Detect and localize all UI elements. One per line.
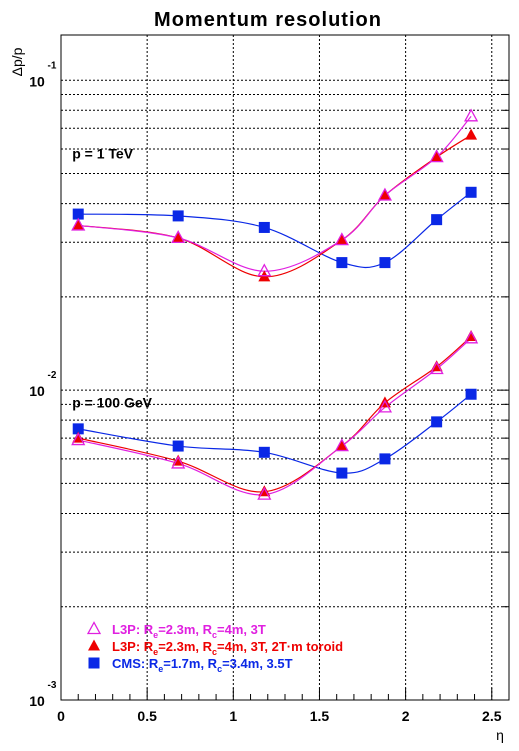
legend-text: =4m, 3T — [217, 622, 266, 637]
y-tick-label-exponent: -2 — [48, 370, 57, 381]
legend-text: L3P: R — [112, 622, 154, 637]
y-tick-label-base: 10 — [29, 73, 45, 89]
data-point — [334, 438, 349, 452]
data-point — [71, 217, 86, 231]
legend-label: CMS: Re=1.7m, Rc=3.4m, 3.5T — [112, 656, 293, 674]
data-point — [172, 231, 185, 243]
annotation-label: p = 100 GeV — [72, 394, 152, 410]
data-point — [72, 423, 84, 435]
series-curve — [78, 134, 472, 278]
legend-marker — [86, 621, 102, 635]
x-tick-label: 1 — [229, 708, 237, 724]
data-point — [377, 399, 393, 413]
data-point — [463, 330, 479, 344]
series-curve — [78, 336, 472, 493]
data-point — [378, 188, 391, 200]
annotations: p = 1 TeV p = 100 GeV — [72, 145, 152, 410]
grid — [61, 35, 509, 700]
data-point — [71, 432, 86, 446]
data-point — [429, 361, 444, 375]
legend-subscript: c — [217, 664, 222, 674]
x-tick-label: 0 — [57, 708, 65, 724]
data-point — [429, 149, 444, 163]
data-point — [431, 214, 443, 226]
legend-text: =4m, 3T, 2T·m toroid — [217, 639, 343, 654]
series-curve — [78, 337, 472, 496]
x-tick-label: 2 — [402, 708, 410, 724]
legend-entry: L3P: Re=2.3m, Rc=4m, 3T — [86, 621, 266, 640]
series-curve — [78, 115, 472, 272]
legend-subscript: c — [212, 647, 217, 657]
data-point — [430, 150, 443, 162]
data-point — [258, 446, 270, 458]
x-tick-label: 0.5 — [137, 708, 157, 724]
data-point — [334, 232, 349, 246]
x-tick-label: 2.5 — [482, 708, 502, 724]
data-point — [465, 186, 477, 198]
legend-subscript: e — [153, 647, 158, 657]
y-tick-label: 10-1 — [29, 60, 57, 89]
legend-marker — [88, 639, 100, 651]
data-point — [171, 230, 186, 244]
legend-label: L3P: Re=2.3m, Rc=4m, 3T, 2T·m toroid — [112, 639, 343, 657]
legend-text: L3P: R — [112, 639, 154, 654]
data-point — [335, 233, 348, 245]
data-point — [172, 440, 184, 452]
y-tick-label-base: 10 — [29, 693, 45, 709]
y-axis-label: Δp/p — [9, 47, 25, 76]
legend-text: =2.3m, R — [158, 639, 212, 654]
chart-title: Momentum resolution — [154, 9, 382, 31]
data-point — [335, 439, 348, 451]
legend-label: L3P: Re=2.3m, Rc=4m, 3T — [112, 622, 266, 640]
y-tick-label-base: 10 — [29, 383, 45, 399]
data-point — [379, 453, 391, 465]
y-tick-label-exponent: -1 — [48, 60, 57, 71]
markers — [71, 108, 479, 500]
x-tick-label: 1.5 — [310, 708, 330, 724]
data-point — [171, 455, 186, 469]
legend-subscript: e — [158, 664, 163, 674]
x-axis-label: η — [496, 727, 504, 743]
data-point — [336, 467, 348, 479]
legend-text: =2.3m, R — [158, 622, 212, 637]
legend-text: CMS: R — [112, 656, 159, 671]
data-point — [336, 257, 348, 269]
data-point — [258, 221, 270, 233]
legend-entry: L3P: Re=2.3m, Rc=4m, 3T, 2T·m toroid — [88, 639, 343, 657]
data-point — [172, 210, 184, 222]
data-point — [257, 263, 272, 277]
annotation-label: p = 1 TeV — [72, 145, 133, 161]
legend-entry: CMS: Re=1.7m, Rc=3.4m, 3.5T — [88, 656, 293, 674]
data-point — [379, 257, 391, 269]
legend-text: =1.7m, R — [163, 656, 217, 671]
data-point — [465, 388, 477, 400]
y-tick-label: 10-3 — [29, 680, 57, 709]
data-point — [72, 218, 85, 230]
data-point — [463, 108, 479, 122]
data-point — [72, 208, 84, 220]
legend-subscript: e — [153, 630, 158, 640]
legend-text: =3.4m, 3.5T — [222, 656, 293, 671]
data-point — [257, 486, 272, 500]
y-tick-label-exponent: -3 — [48, 680, 57, 691]
y-tick-label: 10-2 — [29, 370, 57, 399]
data-point — [377, 187, 393, 201]
axis-ticks: 0 0.5 1 1.5 2 2.510-310-210-1 — [29, 60, 510, 724]
data-point — [465, 128, 478, 140]
plot-frame — [60, 34, 510, 701]
legend-marker — [88, 657, 100, 669]
data-point — [431, 416, 443, 428]
legend-subscript: c — [212, 630, 217, 640]
